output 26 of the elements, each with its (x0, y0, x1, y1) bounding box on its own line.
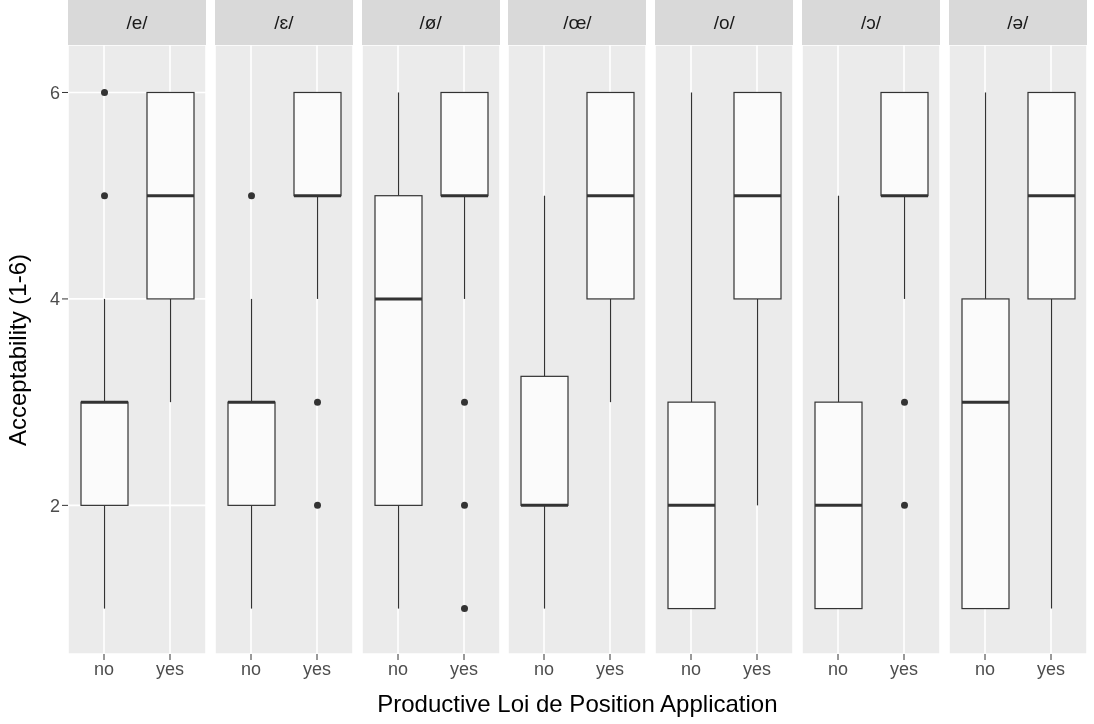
chart-title: /ɛ/ (214, 0, 353, 45)
x-tick-label: no (240, 658, 261, 679)
x-tick-label: yes (743, 658, 772, 679)
chart-title: /ɔ/ (802, 0, 940, 45)
x-tick-label: yes (889, 658, 919, 679)
x-tick-label: no (681, 658, 702, 679)
x-tick-label: no (387, 658, 408, 679)
x-axis-title: Productive Loi de Position Application (376, 690, 779, 718)
chart-title: /œ/ (508, 0, 647, 45)
x-tick-label: yes (302, 658, 331, 679)
x-tick-label: yes (596, 658, 625, 679)
chart-title: /ø/ (361, 0, 500, 45)
x-tick-label: no (93, 658, 115, 679)
y-tick-label: 6 (49, 82, 60, 103)
x-tick-label: no (974, 658, 995, 679)
x-tick-label: no (827, 658, 849, 679)
x-tick-label: yes (449, 658, 478, 679)
x-tick-label: yes (1036, 658, 1065, 679)
chart-title: /ə/ (948, 0, 1087, 45)
y-axis-title: Acceptability (1-6) (4, 253, 32, 446)
chart-title: /e/ (68, 0, 206, 45)
y-tick-label: 2 (49, 495, 60, 516)
chart-title: /o/ (655, 0, 794, 45)
y-tick-label: 4 (49, 289, 60, 310)
x-tick-label: no (534, 658, 555, 679)
x-tick-label: yes (155, 658, 185, 679)
